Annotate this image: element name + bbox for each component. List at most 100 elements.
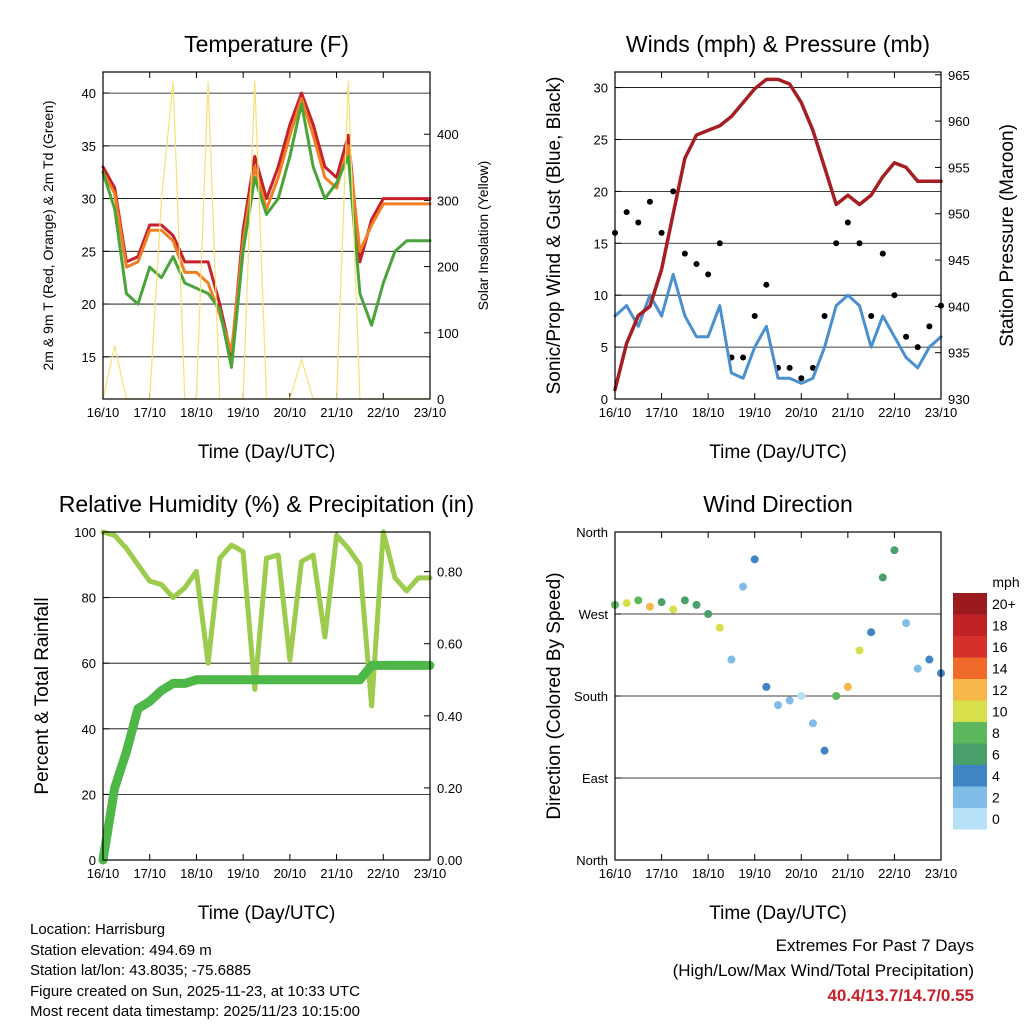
extremes-title: Extremes For Past 7 Days	[775, 936, 974, 955]
extremes-box: Extremes For Past 7 Days (High/Low/Max W…	[673, 933, 974, 1008]
direction-point	[855, 646, 864, 655]
x-tick-label: 21/10	[320, 866, 353, 881]
plot-frame	[614, 71, 942, 400]
gust-point	[798, 375, 805, 382]
gust-point	[786, 364, 793, 371]
x-tick-label: 21/10	[320, 405, 353, 420]
gust-point	[751, 312, 758, 319]
y-tick-label: 15	[594, 236, 608, 251]
x-tick-label: 19/10	[227, 405, 260, 420]
direction-point	[785, 696, 794, 705]
legend-swatch	[953, 808, 987, 830]
y-tick-label: 20	[82, 297, 96, 312]
y-tick-label: West	[579, 607, 609, 622]
direction-point	[622, 599, 631, 608]
legend-swatch	[953, 700, 987, 722]
y2-tick-label: 0.20	[437, 781, 462, 796]
y2-tick-label: 0.40	[437, 709, 462, 724]
y-tick-label: 60	[82, 656, 96, 671]
y-tick-label: North	[576, 525, 608, 540]
x-tick-label: 20/10	[785, 405, 818, 420]
x-tick-label: 23/10	[925, 405, 958, 420]
legend-swatch	[953, 614, 987, 636]
y2-tick-label: 945	[948, 253, 970, 268]
gust-point	[833, 240, 840, 247]
y2-tick-label: 0.80	[437, 565, 462, 580]
y2-axis-label: Station Pressure (Maroon)	[997, 124, 1018, 347]
x-tick-label: 16/10	[599, 866, 632, 881]
y-tick-label: East	[582, 771, 608, 786]
x-tick-label: 16/10	[87, 866, 120, 881]
series-precipitation	[98, 660, 435, 865]
series-wind	[613, 272, 943, 385]
gust-point	[879, 250, 886, 257]
y-tick-label: 35	[82, 139, 96, 154]
y2-tick-label: 300	[437, 193, 459, 208]
direction-point	[832, 692, 841, 700]
x-tick-label: 17/10	[645, 405, 678, 420]
legend-label: 20+	[992, 596, 1016, 612]
x-tick-label: 16/10	[87, 405, 120, 420]
x-tick-label: 19/10	[227, 866, 260, 881]
y-tick-label: 25	[594, 132, 608, 147]
series-9m-t	[101, 96, 432, 353]
gust-point	[856, 240, 863, 247]
x-tick-label: 18/10	[692, 866, 725, 881]
x-tick-label: 17/10	[133, 405, 166, 420]
gust-point	[635, 219, 642, 226]
direction-point	[750, 555, 759, 564]
x-tick-label: 20/10	[274, 866, 307, 881]
direction-point	[774, 701, 782, 710]
legend-label: 10	[992, 704, 1008, 720]
x-tick-label: 20/10	[274, 405, 307, 420]
y2-tick-label: 955	[948, 160, 970, 175]
y2-tick-label: 100	[437, 326, 459, 341]
direction-point	[762, 682, 771, 691]
elevation-text: Station elevation: 494.69 m	[30, 941, 212, 959]
y-tick-label: 10	[594, 288, 608, 303]
direction-point	[797, 692, 806, 700]
x-tick-label: 17/10	[645, 866, 678, 881]
legend-label: 14	[992, 661, 1008, 677]
direction-point	[925, 655, 934, 664]
y2-tick-label: 965	[948, 68, 970, 83]
gust-point	[740, 354, 747, 361]
chart-title: Wind Direction	[703, 491, 853, 517]
direction-point	[843, 682, 852, 691]
direction-point	[739, 582, 748, 591]
x-tick-label: 22/10	[878, 405, 911, 420]
x-tick-label: 22/10	[367, 405, 400, 420]
direction-point	[913, 664, 922, 673]
gust-point	[903, 333, 910, 340]
y-axis-label: Direction (Colored By Speed)	[544, 572, 565, 819]
gust-point	[716, 240, 723, 247]
legend-label: 6	[992, 747, 1000, 763]
plot-frame	[102, 71, 431, 400]
gust-point	[844, 219, 851, 226]
legend-label: 16	[992, 639, 1008, 655]
gust-point	[763, 281, 770, 288]
gust-point	[705, 271, 712, 278]
y-tick-label: South	[574, 689, 608, 704]
y-tick-label: 20	[82, 787, 96, 802]
x-axis-label: Time (Day/UTC)	[709, 442, 847, 463]
y2-tick-label: 0.00	[437, 853, 462, 868]
gust-point	[914, 344, 921, 351]
y2-tick-label: 400	[437, 127, 459, 142]
x-axis-label: Time (Day/UTC)	[198, 442, 336, 463]
x-tick-label: 16/10	[599, 405, 632, 420]
x-tick-label: 19/10	[738, 405, 771, 420]
y2-tick-label: 940	[948, 299, 970, 314]
y-tick-label: 30	[594, 81, 608, 96]
legend-title: mph	[992, 574, 1019, 590]
legend-swatch	[953, 722, 987, 744]
direction-point	[669, 605, 678, 614]
y2-tick-label: 960	[948, 114, 970, 129]
x-tick-label: 23/10	[414, 405, 447, 420]
station-info: Location: Harrisburg Station elevation: …	[30, 920, 360, 1023]
x-tick-label: 21/10	[832, 405, 865, 420]
y2-tick-label: 930	[948, 392, 970, 407]
direction-point	[867, 628, 876, 637]
created-text: Figure created on Sun, 2025-11-23, at 10…	[30, 982, 360, 1000]
y-tick-label: 5	[601, 340, 608, 355]
